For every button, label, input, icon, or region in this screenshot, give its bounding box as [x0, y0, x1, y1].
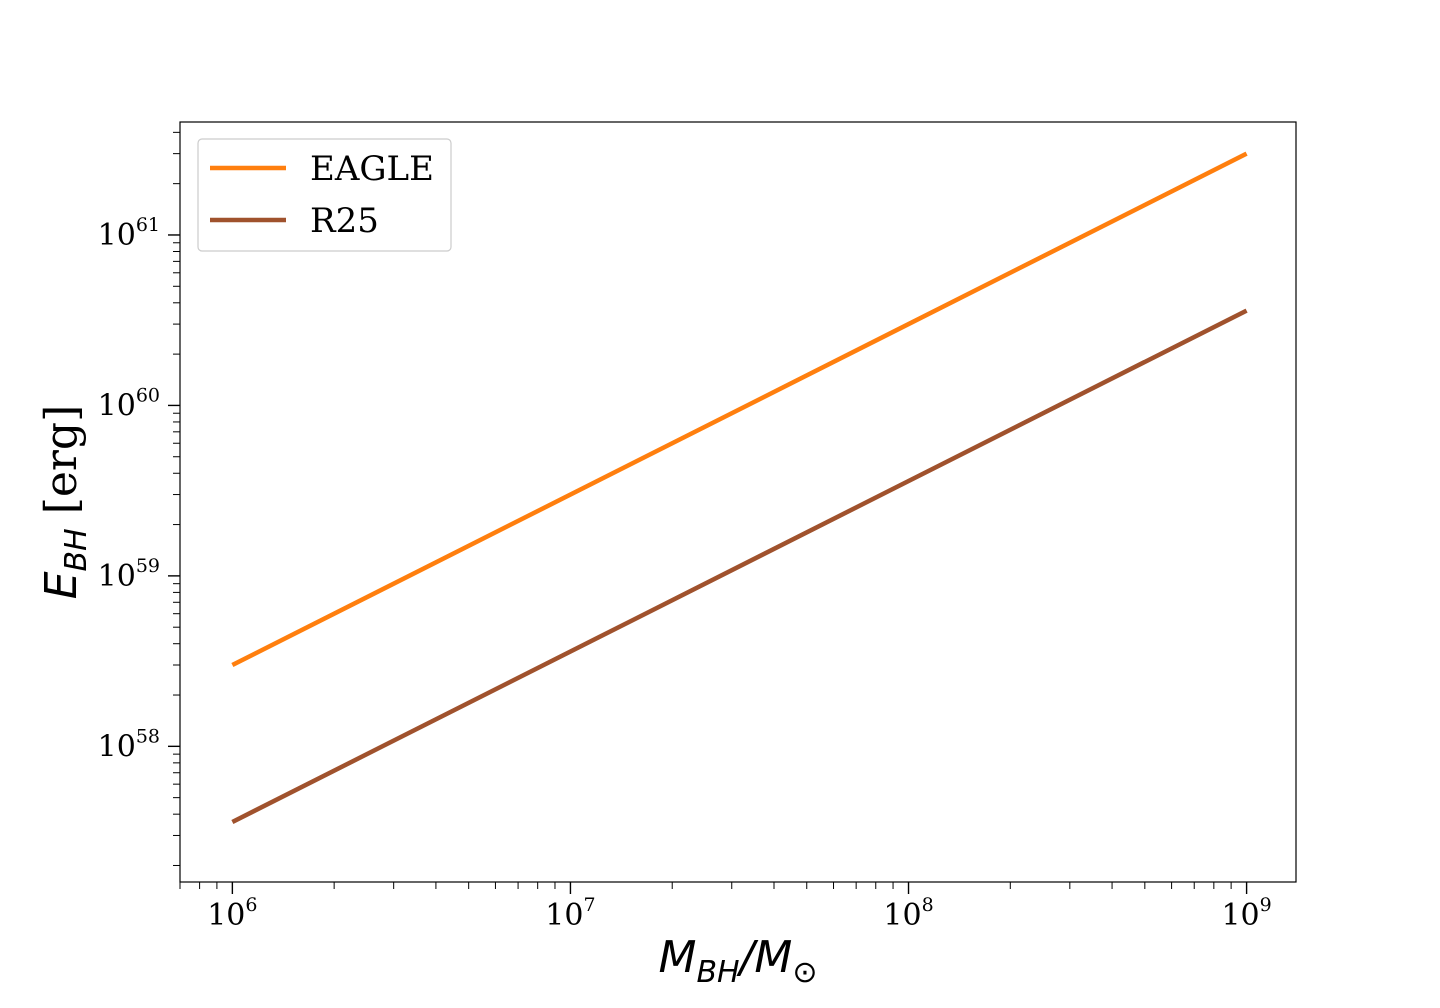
- minor-ticks: [173, 131, 1232, 889]
- y-tick-labels: 1058 1059 1060 1061: [98, 214, 160, 764]
- y-axis-label: EBH [erg]: [36, 405, 94, 600]
- x-tick-label: 107: [545, 894, 595, 933]
- x-axis-label-sub2: ⊙: [792, 955, 817, 990]
- legend-label-r25: R25: [310, 201, 379, 241]
- x-axis-label: MBH/M⊙: [658, 932, 817, 990]
- major-ticks: [168, 234, 1248, 894]
- y-axis-label-main: E: [36, 571, 87, 599]
- legend: EAGLE R25: [197, 138, 452, 252]
- x-tick-label: 106: [207, 894, 257, 933]
- y-tick-label: 1061: [98, 214, 160, 253]
- series-line-eagle: [231, 151, 1248, 668]
- x-axis-label-sep: /M: [736, 932, 793, 983]
- x-axis-label-sub1: BH: [696, 955, 739, 990]
- x-tick-label: 108: [883, 894, 933, 933]
- legend-label-eagle: EAGLE: [310, 149, 434, 189]
- series-lines: [231, 151, 1248, 824]
- x-tick-labels: 106 107 108 109: [207, 894, 1272, 933]
- x-tick-label: 109: [1221, 894, 1271, 933]
- y-axis-label-sub: BH: [59, 528, 94, 571]
- y-tick-label: 1059: [98, 555, 160, 594]
- y-tick-label: 1058: [98, 725, 160, 764]
- y-tick-label: 1060: [98, 384, 160, 423]
- x-axis-label-main: M: [658, 932, 696, 983]
- y-axis-label-unit: [erg]: [36, 405, 87, 529]
- series-line-r25: [231, 308, 1248, 824]
